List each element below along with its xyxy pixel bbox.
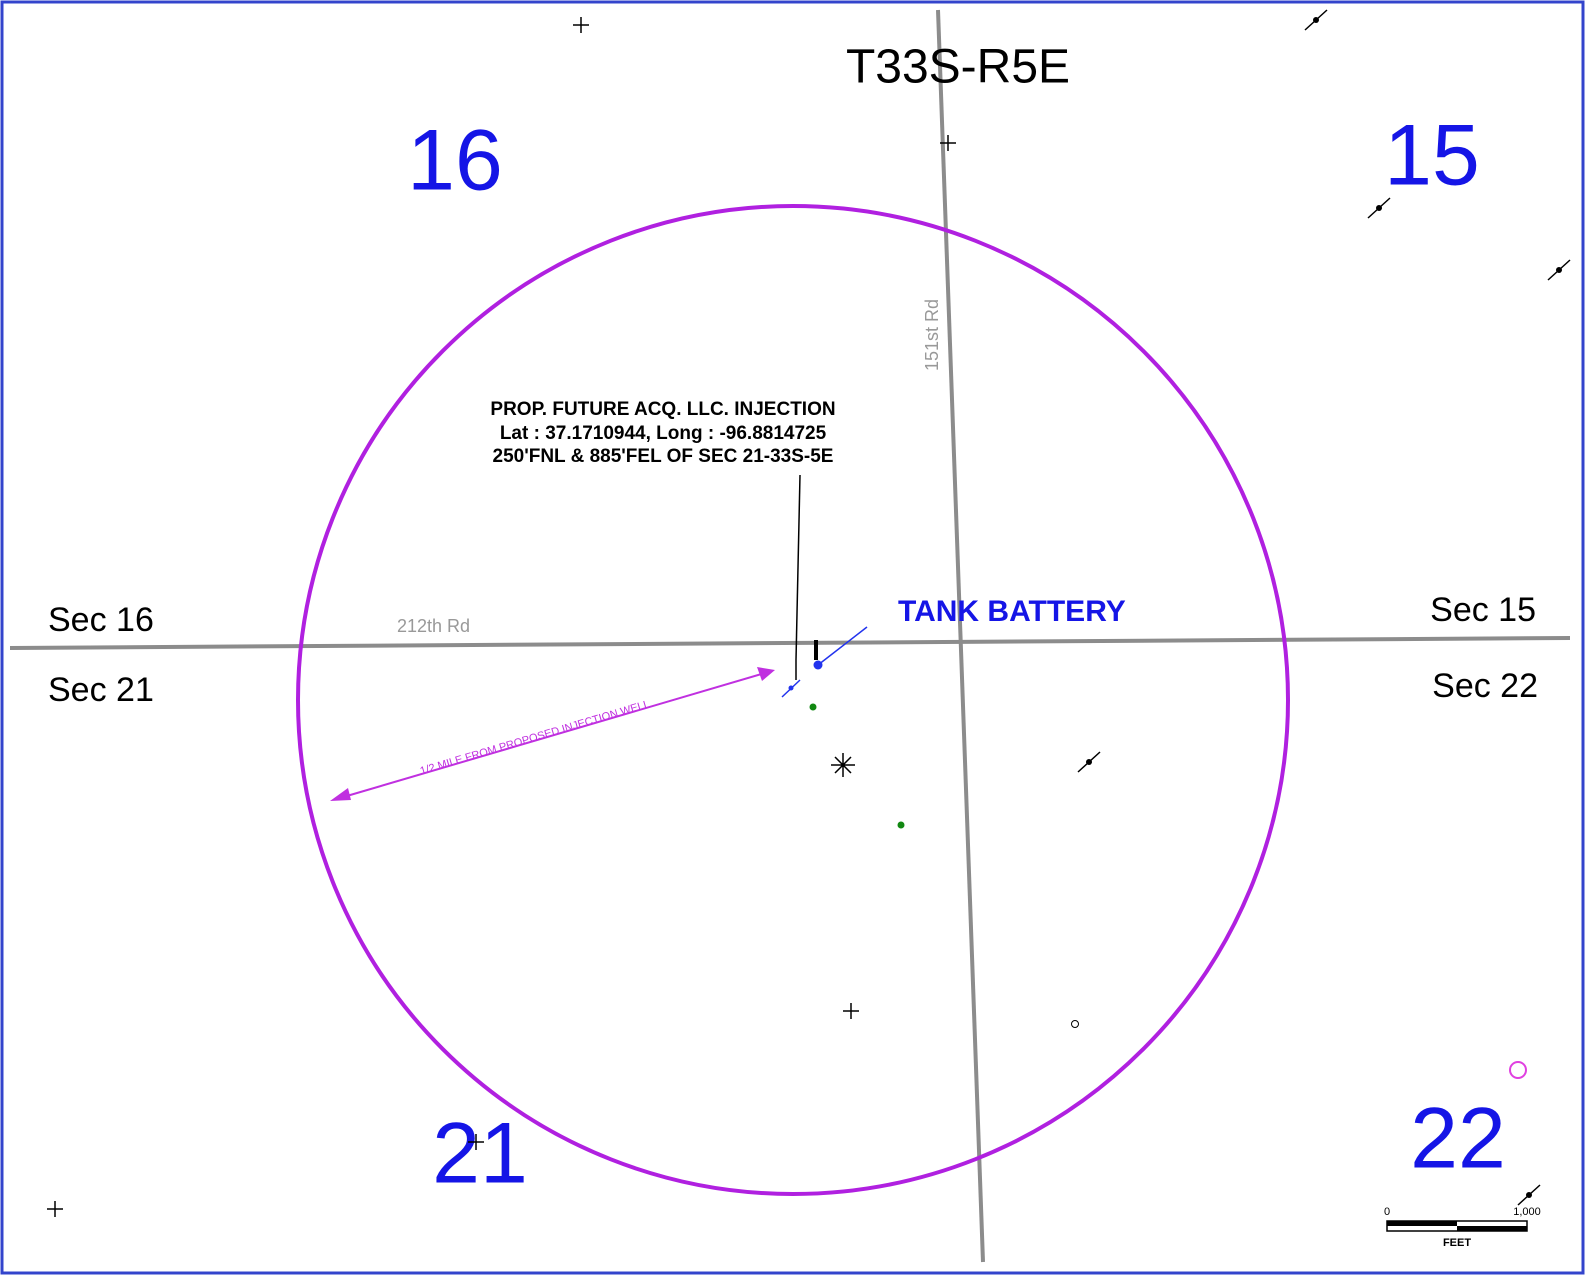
well-star [47,1201,63,1217]
road-212th [9,636,1571,650]
scale-label: 1,000 [1513,1206,1541,1218]
scale-bar [1387,1221,1457,1226]
road-151st [936,9,985,1263]
well-star [831,753,855,777]
section-number: 21 [432,1106,528,1202]
dot [1086,759,1092,765]
half-mile-radius [296,204,1290,1196]
leader-line [795,474,801,661]
well-symbol [788,685,794,691]
well-dot [809,703,817,711]
tank-battery-label: TANK BATTERY [898,595,1126,628]
dot [1556,267,1562,273]
well-star [573,17,589,33]
well-star [843,1003,859,1019]
radius-arrow [339,672,766,799]
dot [1526,1192,1532,1198]
road-label: 212th Rd [397,616,470,636]
well-label: Lat : 37.1710944, Long : -96.8814725 [500,423,827,444]
dry-hole-dots [1086,17,1562,1198]
section-number: 16 [407,113,503,209]
well-star [468,1134,484,1150]
section-label: Sec 21 [48,671,154,709]
arrow-head [757,667,775,681]
well-star [940,135,956,151]
well-dot [1071,1020,1079,1028]
section-number: 15 [1384,108,1480,204]
dot [1313,17,1319,23]
well-dot [897,821,905,829]
scale-label: 0 [1384,1206,1390,1218]
road-label: 151st Rd [922,299,942,371]
township-label: T33S-R5E [846,41,1070,94]
scale-unit: FEET [1443,1237,1471,1249]
well-dot [1509,1061,1527,1079]
section-number: 22 [1410,1091,1506,1187]
scale-bar [1457,1226,1527,1231]
tank-leader [817,626,868,666]
well-label: 250'FNL & 885'FEL OF SEC 21-33S-5E [493,446,834,467]
section-label: Sec 22 [1432,667,1538,705]
tank-symbol [813,660,823,670]
section-label: Sec 16 [48,601,154,639]
dot [1376,205,1382,211]
well-label: PROP. FUTURE ACQ. LLC. INJECTION [490,399,835,420]
arrow-head [330,788,351,801]
section-label: Sec 15 [1430,591,1536,629]
